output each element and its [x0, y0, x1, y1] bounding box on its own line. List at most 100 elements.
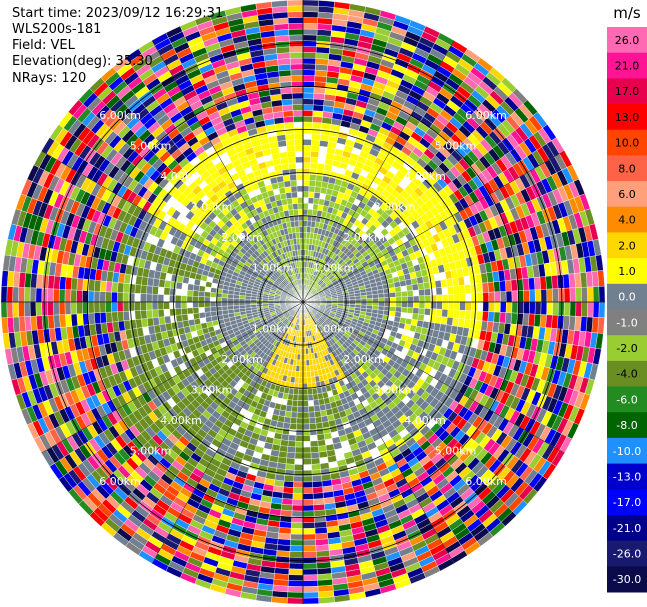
gate-cell — [407, 296, 414, 303]
gate-cell — [53, 288, 60, 303]
gate-cell — [435, 287, 443, 296]
gate-cell — [233, 301, 240, 306]
gate-cell — [389, 292, 396, 298]
gate-cell — [434, 315, 442, 324]
gate-cell — [458, 284, 466, 294]
gate-cell — [204, 291, 211, 298]
gate-cell — [128, 292, 135, 303]
gate-cell — [372, 301, 379, 307]
gate-cell — [563, 301, 571, 317]
gate-cell — [428, 315, 436, 324]
gate-cell — [581, 301, 588, 318]
gate-cell — [302, 377, 308, 384]
gate-cell — [99, 291, 106, 303]
gate-cell — [296, 412, 304, 419]
gate-cell — [312, 116, 323, 124]
gate-cell — [302, 481, 313, 488]
gate-cell — [302, 98, 314, 105]
gate-cell — [487, 281, 495, 293]
gate-cell — [285, 405, 293, 412]
gate-cell — [305, 353, 310, 361]
gate-cell — [500, 301, 507, 313]
gate-cell — [349, 296, 356, 300]
gate-cell — [411, 313, 419, 321]
gate-cell — [418, 289, 425, 297]
gate-cell — [76, 278, 84, 291]
gate-cell — [349, 299, 356, 303]
gate-cell — [281, 427, 290, 435]
gate-cell — [471, 292, 478, 303]
gate-cell — [494, 301, 501, 313]
gate-cell — [389, 296, 397, 303]
gate-cell — [394, 286, 402, 293]
ppi-gates — [0, 0, 606, 605]
gate-cell — [587, 301, 594, 318]
gate-cell — [316, 163, 325, 171]
gate-cell — [529, 301, 536, 315]
gate-cell — [534, 289, 542, 303]
gate-cell — [151, 293, 159, 303]
gate-cell — [308, 417, 316, 424]
gate-cell — [288, 574, 304, 581]
gate-cell — [146, 293, 153, 303]
gate-cell — [540, 301, 548, 315]
gate-cell — [317, 439, 326, 447]
gate-cell — [282, 486, 294, 494]
gate-cell — [528, 313, 536, 327]
gate-cell — [309, 174, 317, 181]
gate-cell — [430, 301, 437, 310]
gate-cell — [302, 458, 312, 465]
gate-cell — [169, 308, 177, 317]
gate-cell — [294, 464, 304, 471]
gate-cell — [293, 481, 304, 488]
gate-cell — [152, 286, 159, 295]
gate-cell — [175, 308, 182, 316]
gate-cell — [292, 493, 304, 500]
gate-cell — [76, 289, 83, 303]
gate-cell — [314, 410, 322, 418]
gate-cell — [412, 307, 420, 315]
gate-cell — [271, 596, 288, 604]
gate-cell — [395, 306, 402, 313]
gate-cell — [451, 317, 460, 327]
gate-cell — [70, 289, 77, 303]
gate-cell — [378, 301, 385, 307]
gate-cell — [1, 317, 9, 334]
gate-cell — [453, 293, 460, 303]
gate-cell — [53, 301, 60, 316]
gate-cell — [315, 544, 330, 552]
gate-cell — [302, 545, 317, 552]
gate-cell — [302, 470, 313, 477]
gate-cell — [308, 197, 315, 204]
gate-cell — [302, 69, 316, 76]
gate-cell — [288, 562, 304, 570]
gate-cell — [302, 243, 307, 250]
gate-cell — [297, 406, 304, 413]
gate-cell — [117, 292, 124, 303]
gate-cell — [411, 283, 419, 291]
gate-cell — [76, 301, 83, 315]
gate-cell — [94, 312, 101, 325]
gate-cell — [314, 75, 327, 83]
gate-cell — [99, 280, 107, 292]
gate-cell — [436, 294, 443, 303]
gate-cell — [302, 86, 315, 94]
gate-cell — [447, 309, 454, 318]
gate-cell — [435, 308, 443, 317]
gate-cell — [18, 286, 25, 303]
gate-cell — [305, 359, 310, 366]
gate-cell — [563, 287, 571, 303]
gate-cell — [302, 156, 311, 163]
gate-cell — [314, 186, 322, 194]
gate-cell — [314, 69, 328, 77]
gate-cell — [302, 493, 314, 500]
gate-cell — [293, 470, 304, 477]
gate-cell — [406, 307, 414, 314]
gate-cell — [500, 291, 507, 303]
gate-cell — [302, 46, 317, 53]
gate-cell — [297, 388, 304, 396]
gate-cell — [122, 301, 130, 312]
gate-cell — [47, 301, 54, 316]
gate-cell — [282, 422, 291, 430]
gate-cell — [539, 314, 547, 328]
